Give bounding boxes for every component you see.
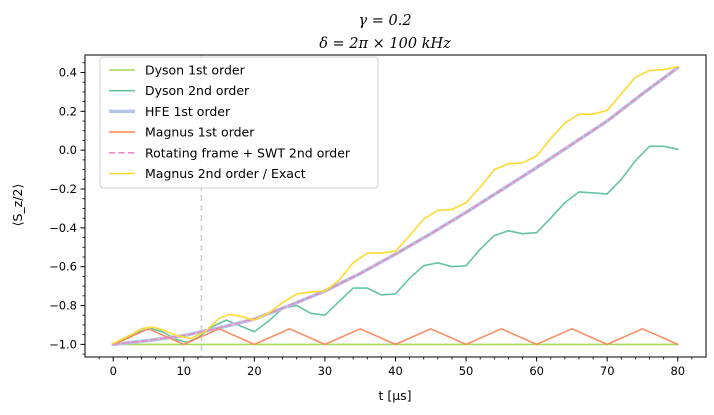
y-tick-label: −1.0 bbox=[49, 337, 77, 351]
legend-label-5: Rotating frame + SWT 2nd order bbox=[145, 145, 351, 160]
x-tick-label: 30 bbox=[318, 364, 333, 378]
chart-title-line1: γ = 0.2 bbox=[358, 13, 411, 29]
x-tick-label: 0 bbox=[110, 364, 117, 378]
legend-label-3: HFE 1st order bbox=[145, 104, 231, 119]
chart-title-line2: δ = 2π × 100 kHz bbox=[319, 36, 451, 52]
x-tick-label: 50 bbox=[459, 364, 474, 378]
legend-box bbox=[99, 56, 379, 189]
x-tick-label: 80 bbox=[670, 364, 685, 378]
x-tick-label: 60 bbox=[529, 364, 544, 378]
x-tick-label: 20 bbox=[247, 364, 262, 378]
legend: Dyson 1st order Dyson 2nd order HFE 1st or… bbox=[99, 56, 379, 189]
series-line-4 bbox=[112, 327, 679, 346]
x-tick-label: 40 bbox=[388, 364, 403, 378]
y-tick-label: −0.4 bbox=[49, 221, 77, 235]
y-tick-label: 0.4 bbox=[59, 65, 77, 79]
series-line-6 bbox=[112, 65, 679, 345]
plot-area: 0 10 20 30 40 50 60 70 80 −1.0 −0.8 −0.6 −0.4 −0.2 0.0… bbox=[49, 54, 707, 378]
legend-label-6: Magnus 2nd order / Exact bbox=[145, 166, 306, 181]
x-tick-label: 10 bbox=[176, 364, 191, 378]
legend-label-2: Dyson 2nd order bbox=[145, 83, 250, 98]
y-tick-label: −0.2 bbox=[49, 182, 77, 196]
y-tick-label: 0.2 bbox=[59, 104, 77, 118]
y-tick-label: −0.8 bbox=[49, 299, 77, 313]
x-tick-label: 70 bbox=[600, 364, 615, 378]
y-axis-label: ⟨S_z/2⟩ bbox=[10, 184, 25, 227]
y-tick-label: 0.0 bbox=[59, 143, 77, 157]
x-axis-label: t [μs] bbox=[378, 388, 411, 403]
y-tick-label: −0.6 bbox=[49, 260, 77, 274]
legend-label-1: Dyson 1st order bbox=[145, 63, 246, 78]
legend-label-4: Magnus 1st order bbox=[145, 125, 255, 140]
